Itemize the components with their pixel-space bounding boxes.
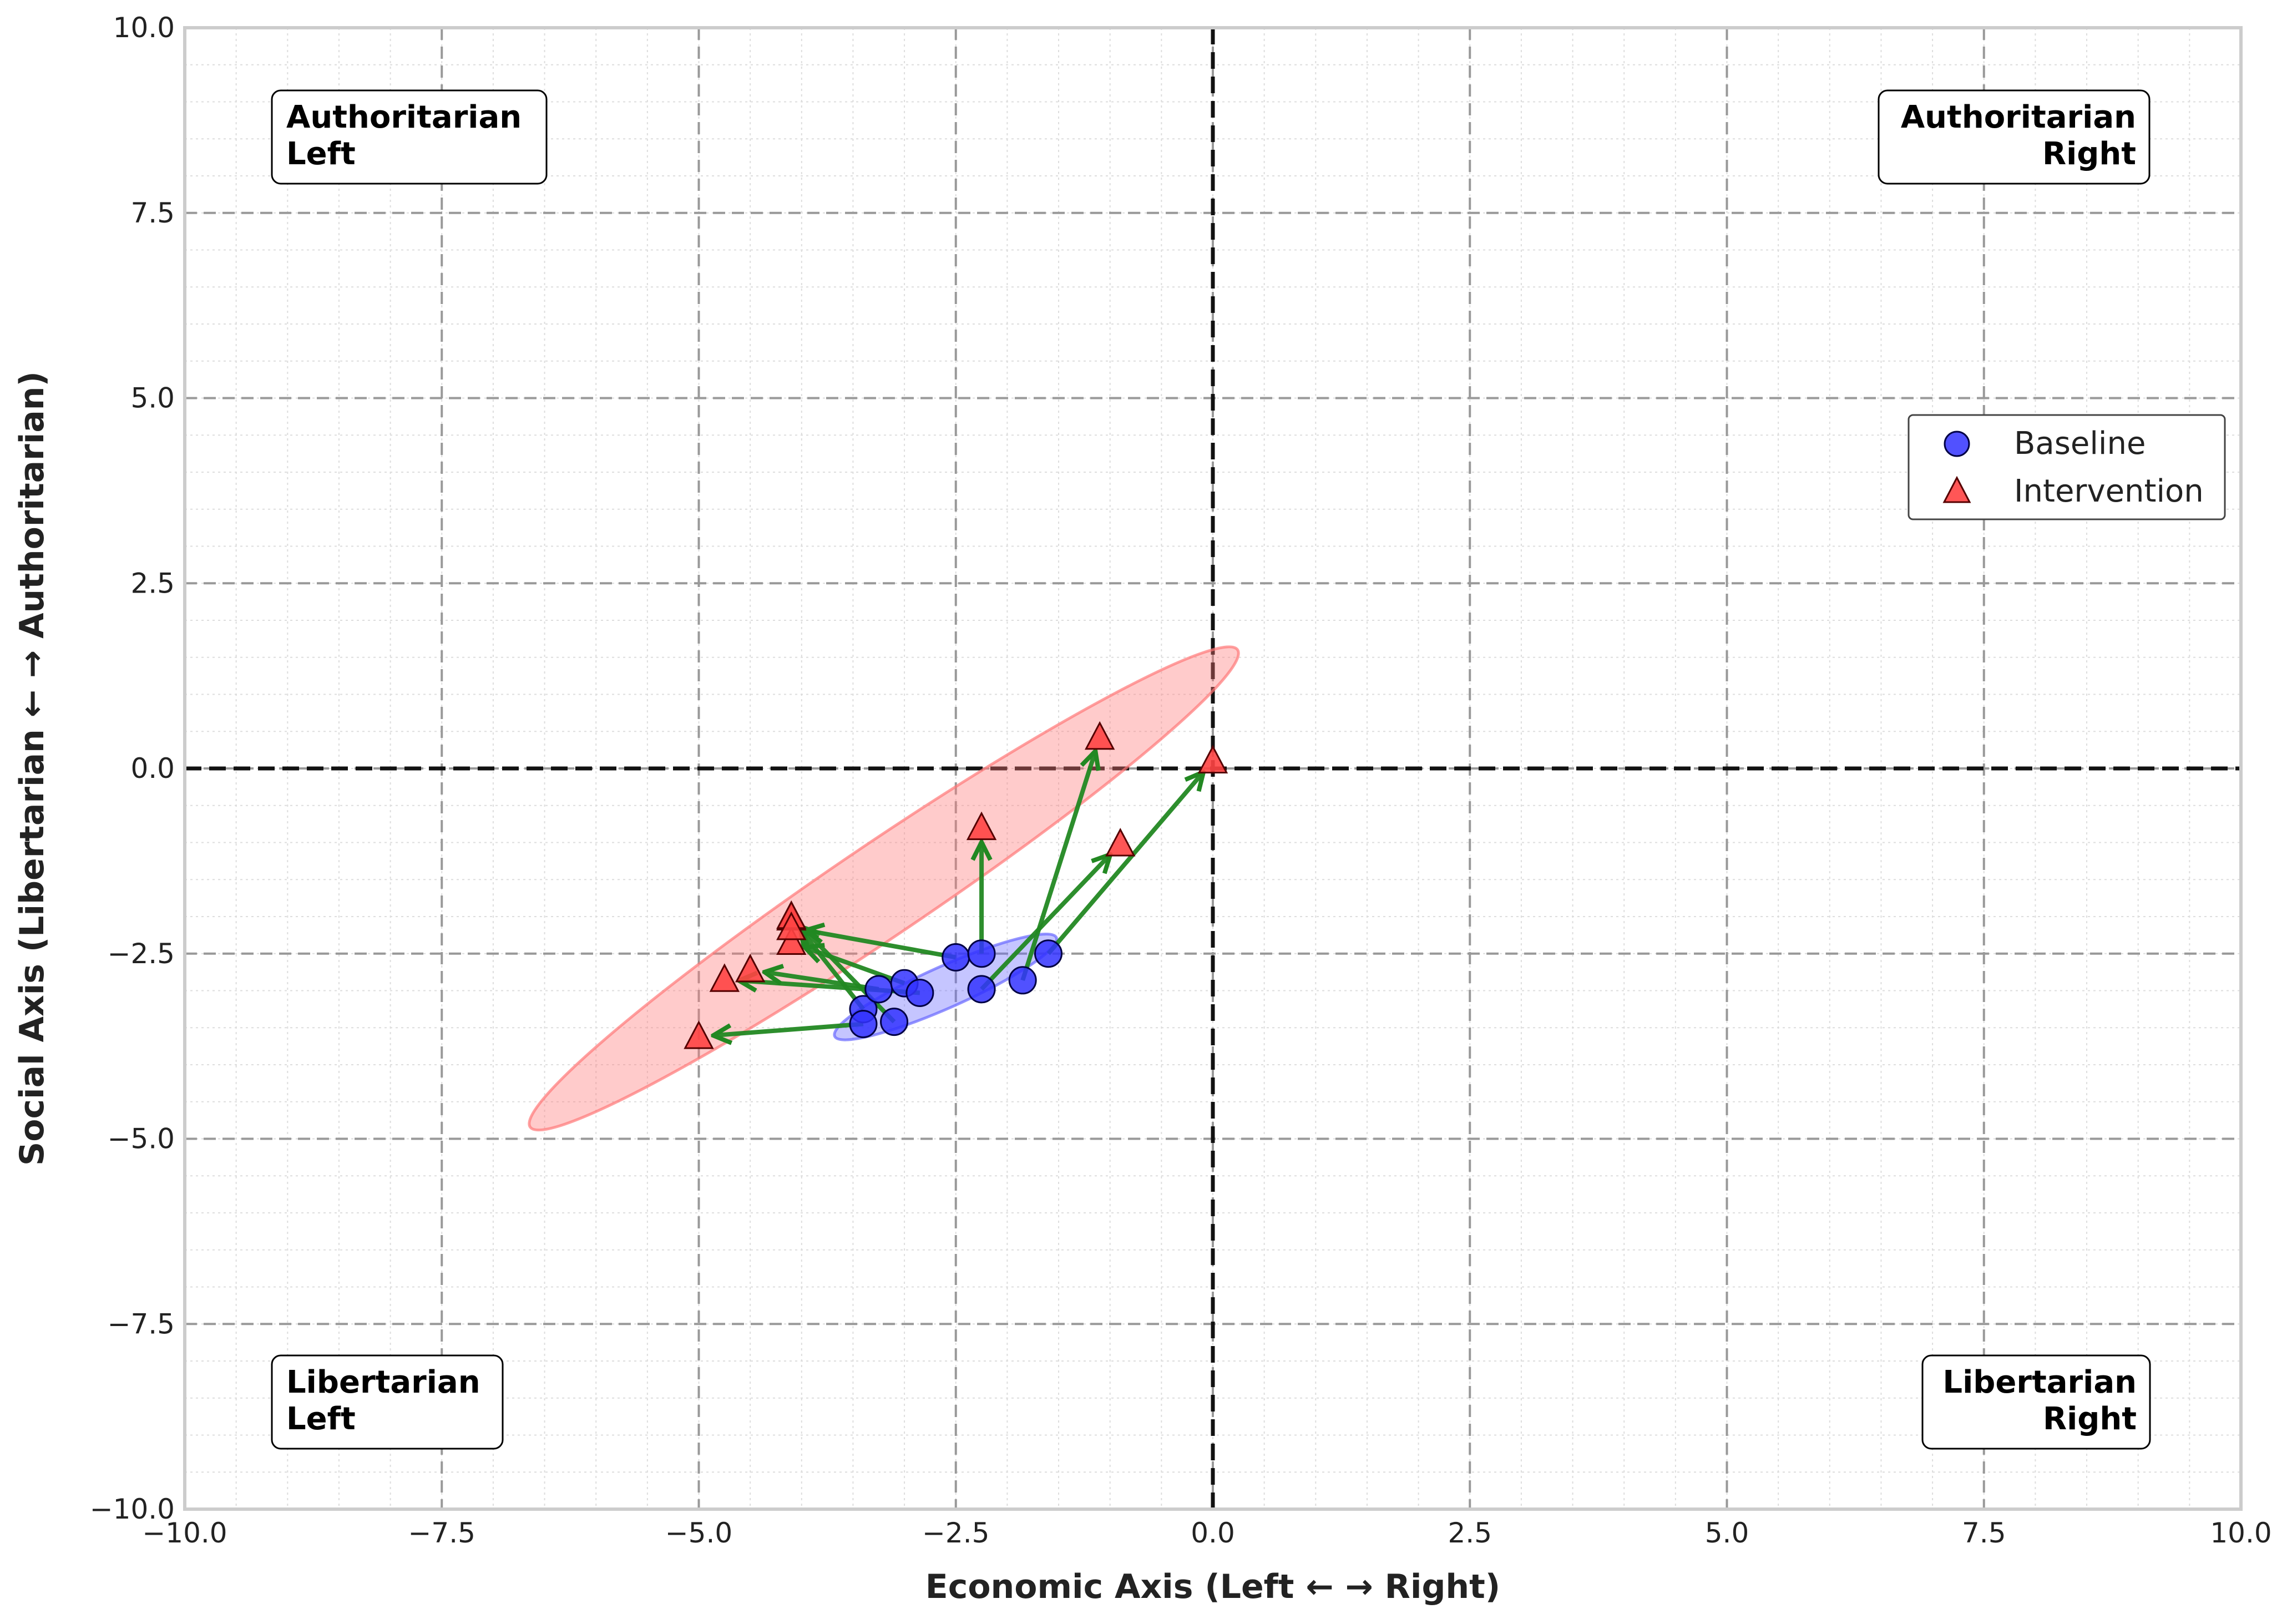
intervention-point	[735, 953, 766, 983]
y-tick-label: −7.5	[108, 1308, 175, 1340]
quadrant-label-line: Authoritarian	[286, 99, 522, 135]
y-tick-label: −10.0	[90, 1493, 175, 1525]
quadrant-label-authoritarian-right: Authoritarian Right	[1878, 89, 2151, 185]
quadrant-label-line: Left	[286, 1401, 356, 1437]
x-axis-label: Economic Axis (Left ← → Right)	[925, 1567, 1500, 1606]
y-axis-label: Social Axis (Libertarian ← → Authoritari…	[13, 371, 52, 1166]
legend-baseline-marker	[1944, 431, 1970, 457]
x-tick-label: 0.0	[1191, 1517, 1235, 1549]
shift-arrow	[806, 930, 957, 960]
plot-frame-border	[183, 26, 2243, 1511]
data-markers	[684, 721, 1228, 1049]
intervention-point	[709, 963, 740, 992]
quadrant-label-line: Left	[286, 136, 356, 172]
tick-labels: −10.0 −7.5 −5.0 −2.5 0.0 2.5 5.0 7.5 10.0 −10.0 −7…	[90, 12, 2272, 1549]
baseline-point	[1008, 966, 1037, 995]
x-tick-label: 10.0	[2210, 1517, 2271, 1549]
quadrant-label-authoritarian-left: Authoritarian Left	[271, 89, 548, 185]
x-tick-label: 5.0	[1705, 1517, 1749, 1549]
legend: Baseline Intervention	[1907, 414, 2226, 520]
intervention-point	[966, 811, 997, 841]
x-tick-label: 7.5	[1962, 1517, 2006, 1549]
baseline-point	[880, 1008, 909, 1036]
x-tick-label: 2.5	[1448, 1517, 1492, 1549]
shift-arrow	[805, 948, 905, 985]
y-tick-label: 0.0	[130, 752, 175, 785]
intervention-point	[684, 1020, 714, 1049]
intervention-point	[1084, 721, 1115, 750]
quadrant-label-line: Authoritarian	[1901, 99, 2136, 135]
legend-intervention-label: Intervention	[2014, 473, 2204, 509]
quadrant-label-line: Libertarian	[1942, 1364, 2137, 1400]
y-tick-label: −2.5	[108, 938, 175, 970]
baseline-point	[864, 975, 893, 1004]
quadrant-label-libertarian-left: Libertarian Left	[271, 1354, 504, 1450]
x-tick-label: −5.0	[665, 1517, 732, 1549]
plot-frame	[183, 26, 2243, 1511]
shift-arrow	[713, 1021, 864, 1036]
quadrant-label-line: Libertarian	[286, 1364, 480, 1400]
intervention-point	[776, 926, 807, 955]
y-tick-label: 10.0	[113, 12, 175, 44]
y-tick-label: 7.5	[130, 197, 175, 229]
quadrant-label-libertarian-right: Libertarian Right	[1921, 1354, 2151, 1450]
baseline-point	[942, 943, 970, 972]
intervention-point	[776, 911, 807, 940]
y-tick-label: 5.0	[130, 382, 175, 414]
x-tick-label: −10.0	[142, 1517, 227, 1549]
y-tick-label: 2.5	[130, 567, 175, 599]
quadrant-label-line: Right	[2042, 136, 2136, 172]
baseline-point	[967, 939, 996, 968]
legend-frame	[1907, 414, 2226, 520]
x-tick-label: −2.5	[922, 1517, 989, 1549]
confidence-ellipse-intervention	[528, 645, 1240, 1132]
intervention-point	[1197, 745, 1228, 773]
quadrant-label-line: Right	[2043, 1401, 2137, 1437]
baseline-point	[849, 1010, 878, 1039]
baseline-point	[1034, 939, 1063, 968]
x-tick-label: −7.5	[408, 1517, 475, 1549]
shift-arrow	[1046, 772, 1204, 955]
shift-arrows	[713, 751, 1203, 1036]
legend-baseline-label: Baseline	[2014, 426, 2146, 462]
baseline-point	[905, 979, 934, 1008]
y-tick-label: −5.0	[108, 1123, 175, 1155]
shift-arrow	[980, 854, 1110, 991]
legend-intervention-marker	[1942, 475, 1971, 503]
baseline-point	[967, 975, 996, 1004]
shift-arrow	[1020, 751, 1095, 982]
intervention-point	[1105, 827, 1136, 857]
